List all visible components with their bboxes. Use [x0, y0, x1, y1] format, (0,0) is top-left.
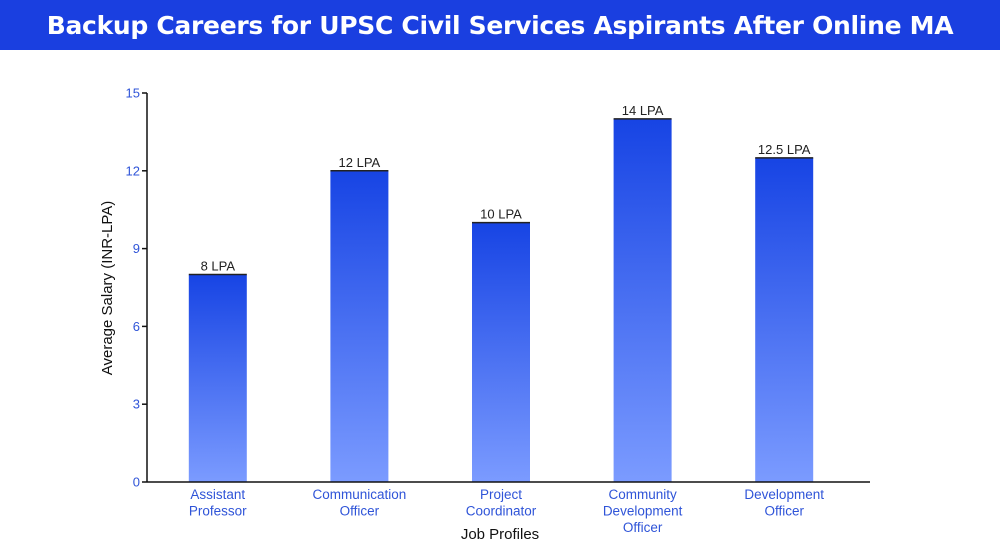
data-label: 14 LPA — [622, 103, 664, 118]
category-label-line: Project — [480, 487, 522, 502]
y-tick-label: 15 — [126, 86, 140, 101]
category-label-line: Officer — [623, 520, 663, 535]
y-tick-label: 3 — [133, 397, 140, 412]
title-banner: Backup Careers for UPSC Civil Services A… — [0, 0, 1000, 50]
data-label: 12.5 LPA — [758, 142, 811, 157]
bar — [613, 118, 672, 482]
data-label: 12 LPA — [339, 155, 381, 170]
data-label: 8 LPA — [201, 259, 236, 274]
x-axis-title: Job Profiles — [461, 526, 539, 543]
bar — [188, 274, 247, 482]
bar — [755, 157, 814, 482]
category-label-line: Professor — [189, 504, 247, 519]
y-tick-label: 12 — [126, 163, 140, 178]
category-label: Development Officer — [744, 487, 824, 519]
category-label-line: Communication — [313, 487, 407, 502]
bar — [472, 222, 530, 482]
y-tick-label: 9 — [133, 241, 140, 256]
category-label-line: Assistant — [190, 487, 245, 502]
y-tick-label: 0 — [133, 475, 140, 490]
category-label-line: Development — [603, 504, 683, 519]
category-label-line: Coordinator — [466, 504, 537, 519]
category-label-line: Officer — [764, 504, 804, 519]
category-label-line: Officer — [340, 504, 380, 519]
chart-title: Backup Careers for UPSC Civil Services A… — [46, 10, 954, 40]
category-label: Project Coordinator — [466, 487, 537, 519]
category-label: Communication Officer — [313, 487, 407, 519]
category-label-line: Community — [608, 487, 677, 502]
category-label: Community Development Officer — [603, 487, 683, 535]
category-label-line: Development — [744, 487, 824, 502]
y-axis-title: Average Salary (INR-LPA) — [99, 201, 116, 376]
y-tick-label: 6 — [133, 319, 140, 334]
bar-chart: 0 3 6 9 12 15 8 LPA Assistant Professor 12 LPA Co… — [99, 86, 870, 543]
bar — [330, 170, 389, 483]
category-label: Assistant Professor — [189, 487, 247, 519]
data-label: 10 LPA — [480, 207, 522, 222]
